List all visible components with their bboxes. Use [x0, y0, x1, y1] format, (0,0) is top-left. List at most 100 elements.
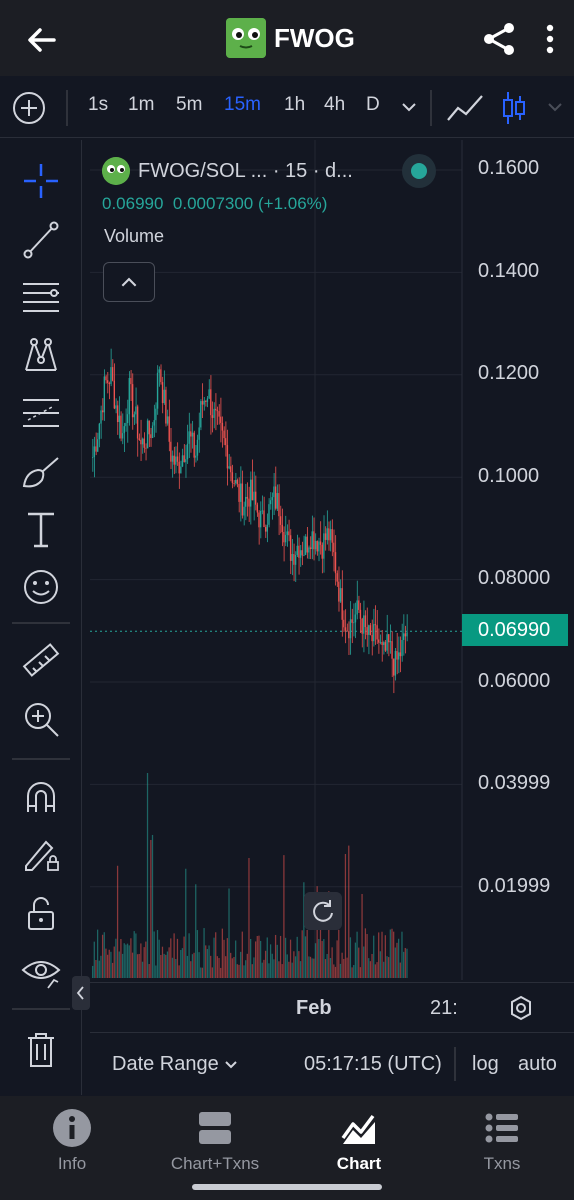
chevron-down-icon[interactable] — [398, 96, 420, 118]
volume-bar — [228, 888, 230, 978]
forecast-icon[interactable] — [20, 392, 62, 434]
candle-body — [273, 486, 275, 498]
volume-bar — [329, 958, 332, 978]
volume-bar — [186, 955, 189, 978]
candle-body — [261, 510, 264, 512]
candle-body — [386, 634, 388, 651]
volume-bar — [196, 930, 199, 978]
emoji-icon[interactable] — [20, 566, 62, 608]
candle-body — [284, 534, 287, 543]
volume-bar — [213, 937, 215, 978]
candle-body — [394, 650, 397, 676]
reset-chart-icon[interactable] — [304, 892, 342, 930]
volume-bar — [391, 928, 393, 978]
candle-body — [141, 438, 144, 445]
time-axis[interactable]: Feb 21: — [90, 982, 574, 1032]
chevron-down-icon[interactable] — [222, 1055, 240, 1073]
volume-bar — [326, 953, 328, 978]
candle-body — [181, 455, 184, 467]
nav-chart-txns[interactable]: Chart+Txns — [155, 1108, 275, 1174]
volume-bar — [269, 944, 272, 978]
candle-body — [269, 500, 272, 505]
chevron-up-icon[interactable] — [103, 262, 155, 302]
candle-body — [148, 420, 150, 435]
crosshair-icon[interactable] — [20, 160, 62, 202]
price-axis-label: 0.1200 — [478, 362, 540, 384]
candle-body — [243, 506, 245, 516]
chevron-down-icon[interactable] — [544, 96, 566, 118]
ruler-icon[interactable] — [20, 640, 62, 682]
brush-icon[interactable] — [20, 450, 62, 492]
volume-bar — [218, 958, 220, 978]
candle-chart-icon[interactable] — [500, 90, 528, 126]
volume-bar — [103, 932, 105, 978]
volume-bar — [238, 964, 240, 978]
volume-bar — [314, 943, 317, 978]
volume-bar — [359, 967, 362, 978]
tf-1m[interactable]: 1m — [128, 94, 155, 115]
text-icon[interactable] — [20, 508, 62, 550]
share-icon[interactable] — [480, 20, 518, 58]
candle-body — [368, 625, 370, 635]
lock-drawings-icon[interactable] — [20, 834, 62, 876]
volume-bar — [158, 939, 160, 978]
candle-body — [299, 550, 302, 558]
candle-body — [393, 658, 395, 676]
volume-bar — [220, 967, 222, 978]
nav-info[interactable]: Info — [12, 1108, 132, 1174]
range-bar: Date Range 05:17:15 (UTC) log auto — [90, 1032, 574, 1096]
candle-body — [351, 619, 353, 623]
volume-bar — [341, 952, 343, 978]
trend-line-icon[interactable] — [20, 218, 62, 260]
auto-scale-toggle[interactable]: auto — [518, 1053, 557, 1075]
candle-body — [123, 426, 125, 434]
line-chart-icon[interactable] — [446, 92, 486, 124]
home-indicator[interactable] — [192, 1184, 382, 1190]
time-axis-label: 21: — [430, 997, 458, 1019]
visibility-icon[interactable] — [20, 950, 62, 992]
tf-5m[interactable]: 5m — [176, 94, 203, 115]
more-vertical-icon[interactable] — [538, 20, 562, 58]
nav-chart[interactable]: Chart — [299, 1108, 419, 1174]
candle-body — [256, 504, 259, 513]
volume-bar — [336, 940, 338, 978]
collapse-toolbar-icon[interactable] — [72, 976, 90, 1010]
zoom-in-icon[interactable] — [20, 698, 62, 740]
nav-label: Info — [57, 1154, 87, 1173]
chart-legend: FWOG/SOL ... · 15 · d... 0.06990 0.00073… — [102, 154, 353, 246]
magnet-icon[interactable] — [20, 776, 62, 818]
price-chart[interactable] — [90, 140, 574, 980]
list-icon — [485, 1113, 518, 1143]
volume-bar — [366, 934, 368, 978]
trash-icon[interactable] — [20, 1028, 62, 1070]
volume-bar — [146, 773, 149, 978]
unlock-icon[interactable] — [20, 892, 62, 934]
tf-1s[interactable]: 1s — [88, 94, 109, 115]
candle-body — [213, 408, 215, 418]
toolbar-divider — [12, 622, 70, 624]
tf-4h[interactable]: 4h — [324, 94, 346, 115]
tf-1h[interactable]: 1h — [284, 94, 306, 115]
candle-body — [396, 650, 398, 660]
back-arrow-icon[interactable] — [22, 20, 62, 60]
nav-txns[interactable]: Txns — [442, 1108, 562, 1174]
volume-bar — [254, 941, 257, 978]
volume-bar — [248, 858, 250, 978]
settings-icon[interactable] — [508, 995, 534, 1021]
date-range-button[interactable]: Date Range — [112, 1053, 219, 1075]
pattern-icon[interactable] — [20, 334, 62, 376]
volume-label[interactable]: Volume — [104, 226, 165, 246]
tf-d[interactable]: D — [366, 94, 380, 115]
tf-15m[interactable]: 15m — [224, 94, 261, 115]
fib-lines-icon[interactable] — [20, 276, 62, 318]
add-indicator-icon[interactable] — [12, 91, 46, 125]
volume-bar — [376, 962, 378, 978]
volume-bar — [101, 934, 104, 978]
candle-body — [318, 541, 320, 552]
candle-body — [220, 416, 222, 423]
utc-clock[interactable]: 05:17:15 (UTC) — [304, 1053, 442, 1075]
volume-bar — [191, 954, 194, 978]
candle-body — [259, 511, 262, 528]
log-scale-toggle[interactable]: log — [472, 1053, 499, 1075]
pair-label[interactable]: FWOG/SOL ... · 15 · d... — [138, 159, 353, 182]
